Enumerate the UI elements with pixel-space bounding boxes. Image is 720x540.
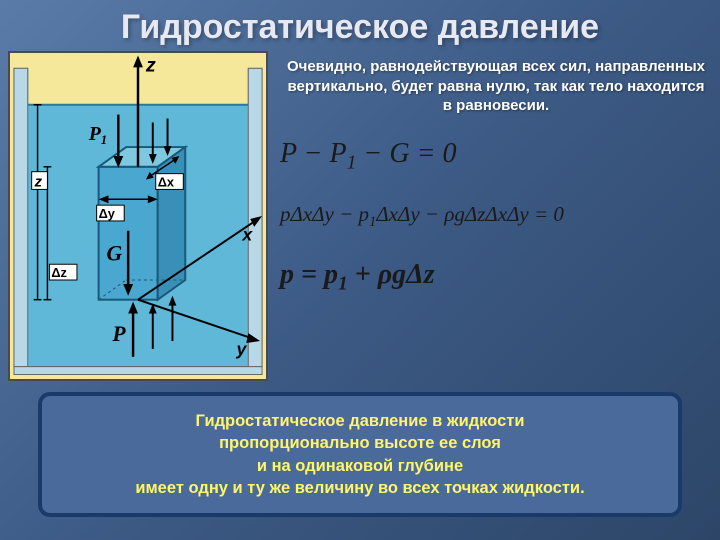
svg-text:Δz: Δz — [51, 265, 67, 280]
svg-text:x: x — [241, 225, 253, 245]
diagram: z P1 Δx Δy G — [8, 51, 268, 381]
explanation-text: Очевидно, равнодействующая всех сил, нап… — [280, 57, 712, 116]
page-title: Гидростатическое давление — [0, 0, 720, 51]
formula-1: P − P1 − G = 0 — [280, 138, 712, 175]
formula-3: p = p1 + ρgΔz — [280, 259, 712, 296]
right-column: Очевидно, равнодействующая всех сил, нап… — [280, 51, 712, 381]
formula-2: pΔxΔy − p1ΔxΔy − ρgΔzΔxΔy = 0 — [280, 202, 712, 231]
svg-text:y: y — [235, 339, 247, 359]
svg-text:z: z — [34, 174, 43, 190]
svg-text:P: P — [111, 322, 126, 346]
svg-text:z: z — [145, 54, 156, 76]
conclusion-box: Гидростатическое давление в жидкостипроп… — [38, 392, 682, 517]
svg-text:G: G — [106, 241, 122, 265]
svg-text:Δx: Δx — [158, 174, 175, 189]
svg-text:Δy: Δy — [99, 206, 116, 221]
content-row: z P1 Δx Δy G — [0, 51, 720, 381]
